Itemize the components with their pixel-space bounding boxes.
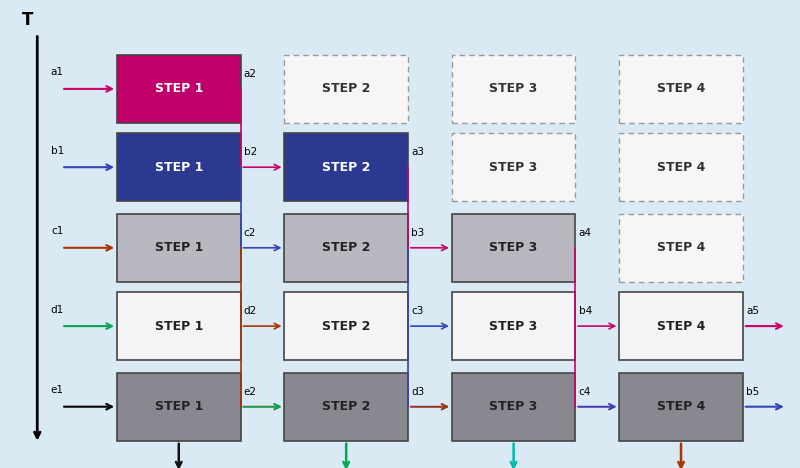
- Text: b1: b1: [50, 146, 64, 156]
- Text: STEP 2: STEP 2: [322, 241, 370, 254]
- FancyBboxPatch shape: [117, 133, 241, 201]
- Text: b2: b2: [244, 147, 257, 157]
- FancyBboxPatch shape: [452, 373, 575, 441]
- Text: STEP 2: STEP 2: [322, 82, 370, 95]
- Text: STEP 1: STEP 1: [154, 82, 203, 95]
- FancyBboxPatch shape: [452, 133, 575, 201]
- FancyBboxPatch shape: [285, 133, 408, 201]
- Text: d1: d1: [50, 305, 64, 314]
- FancyBboxPatch shape: [285, 292, 408, 360]
- FancyBboxPatch shape: [117, 373, 241, 441]
- Text: a3: a3: [411, 147, 424, 157]
- Text: T: T: [22, 11, 34, 29]
- Text: STEP 3: STEP 3: [490, 320, 538, 333]
- Text: c3: c3: [411, 306, 423, 316]
- Text: STEP 3: STEP 3: [490, 82, 538, 95]
- Text: STEP 4: STEP 4: [657, 400, 706, 413]
- FancyBboxPatch shape: [619, 133, 743, 201]
- Text: STEP 1: STEP 1: [154, 400, 203, 413]
- Text: a1: a1: [50, 67, 64, 77]
- Text: STEP 4: STEP 4: [657, 241, 706, 254]
- Text: STEP 1: STEP 1: [154, 320, 203, 333]
- Text: c1: c1: [51, 227, 63, 236]
- Text: STEP 4: STEP 4: [657, 82, 706, 95]
- Text: STEP 1: STEP 1: [154, 161, 203, 174]
- Text: b3: b3: [411, 227, 425, 238]
- Text: d3: d3: [411, 387, 425, 396]
- FancyBboxPatch shape: [285, 55, 408, 123]
- Text: STEP 2: STEP 2: [322, 161, 370, 174]
- FancyBboxPatch shape: [117, 292, 241, 360]
- Text: d2: d2: [244, 306, 257, 316]
- Text: STEP 3: STEP 3: [490, 241, 538, 254]
- Text: STEP 4: STEP 4: [657, 320, 706, 333]
- Text: STEP 1: STEP 1: [154, 241, 203, 254]
- FancyBboxPatch shape: [452, 292, 575, 360]
- Text: a2: a2: [244, 69, 257, 79]
- Text: STEP 3: STEP 3: [490, 161, 538, 174]
- FancyBboxPatch shape: [619, 373, 743, 441]
- Text: a4: a4: [578, 227, 591, 238]
- Text: a5: a5: [746, 306, 759, 316]
- Text: STEP 3: STEP 3: [490, 400, 538, 413]
- FancyBboxPatch shape: [117, 55, 241, 123]
- Text: b5: b5: [746, 387, 759, 396]
- Text: b4: b4: [578, 306, 592, 316]
- FancyBboxPatch shape: [619, 292, 743, 360]
- Text: e2: e2: [244, 387, 257, 396]
- FancyBboxPatch shape: [619, 55, 743, 123]
- Text: c4: c4: [578, 387, 591, 396]
- FancyBboxPatch shape: [452, 55, 575, 123]
- Text: STEP 2: STEP 2: [322, 320, 370, 333]
- FancyBboxPatch shape: [285, 214, 408, 282]
- FancyBboxPatch shape: [619, 214, 743, 282]
- Text: STEP 2: STEP 2: [322, 400, 370, 413]
- Text: STEP 4: STEP 4: [657, 161, 706, 174]
- Text: e1: e1: [50, 385, 64, 395]
- FancyBboxPatch shape: [452, 214, 575, 282]
- Text: c2: c2: [244, 227, 256, 238]
- FancyBboxPatch shape: [117, 214, 241, 282]
- FancyBboxPatch shape: [285, 373, 408, 441]
